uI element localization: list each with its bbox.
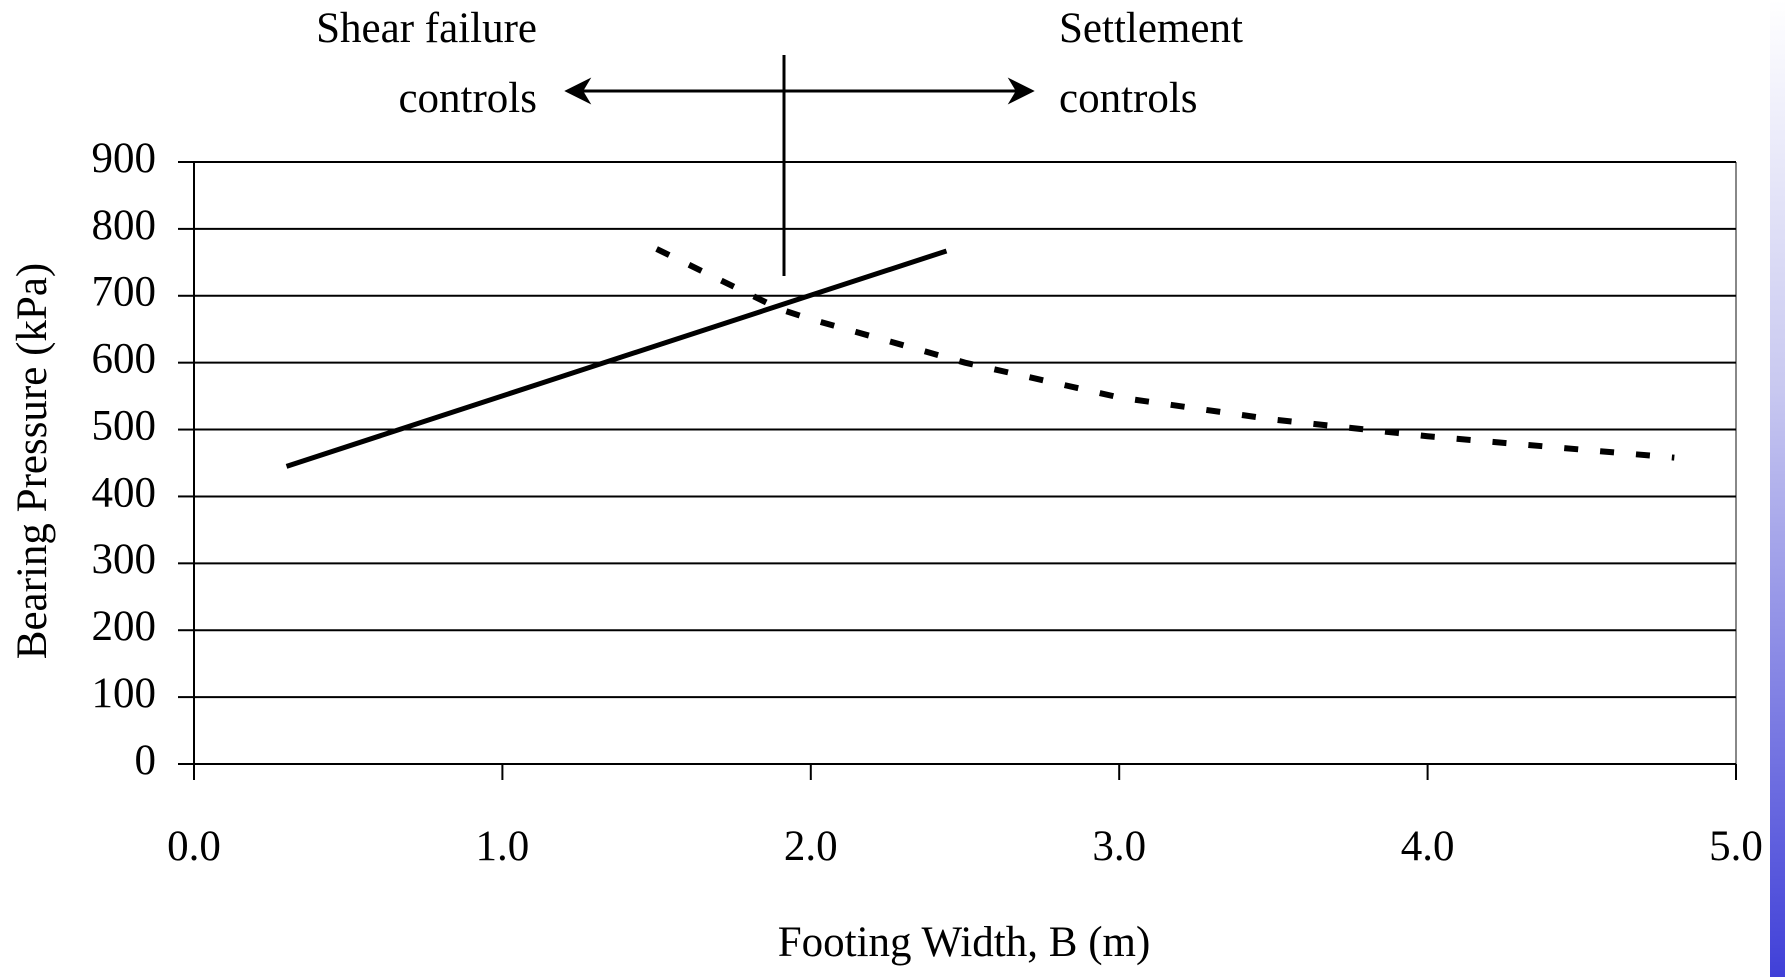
side-strip <box>1770 0 1785 977</box>
y-tick-label: 500 <box>92 402 157 449</box>
y-axis-label: Bearing Pressure (kPa) <box>9 263 56 659</box>
annotation: Shear failure <box>316 5 537 52</box>
data-line <box>285 248 948 469</box>
x-axis-label: Footing Width, B (m) <box>778 919 1151 966</box>
y-tick-label: 900 <box>92 135 157 182</box>
y-tick-label: 700 <box>92 269 157 316</box>
x-tick-label: 3.0 <box>1092 823 1146 870</box>
data-line <box>655 246 1675 461</box>
annotation: Settlement <box>1059 5 1243 52</box>
y-tick-label: 200 <box>92 603 157 650</box>
y-tick-label: 100 <box>92 670 157 717</box>
x-tick-label: 2.0 <box>784 823 838 870</box>
x-tick-label: 0.0 <box>167 823 221 870</box>
x-tick-label: 1.0 <box>476 823 530 870</box>
x-tick-label: 4.0 <box>1401 823 1455 870</box>
y-tick-label: 600 <box>92 336 157 383</box>
y-tick-label: 800 <box>92 202 157 249</box>
y-tick-label: 300 <box>92 536 157 583</box>
annotation: controls <box>1059 75 1198 122</box>
annotation: controls <box>398 75 537 122</box>
x-tick-label: 5.0 <box>1709 823 1763 870</box>
y-tick-label: 0 <box>135 737 157 784</box>
y-tick-label: 400 <box>92 469 157 516</box>
